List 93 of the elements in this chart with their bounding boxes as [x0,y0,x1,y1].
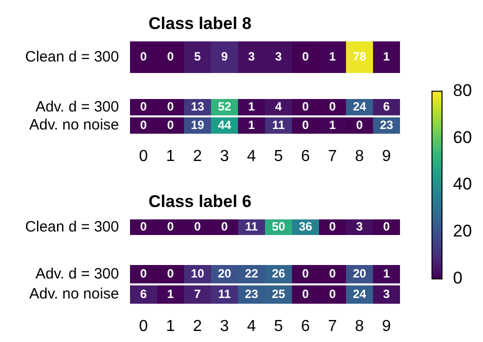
data-label: 0 [167,266,174,281]
x-tick-label: 5 [274,148,284,165]
data-label: 0 [302,266,310,281]
data-label: 0 [140,220,148,234]
data-label: 0 [329,286,336,301]
data-label: 0 [221,220,228,234]
color-bar-label: 40 [453,174,472,194]
x-tick-label: 3 [220,148,230,165]
data-label: 23 [244,286,258,301]
y-tick-label: Adv. no noise [29,286,119,303]
data-label: 1 [383,266,390,281]
data-label: 0 [167,118,174,132]
data-label: 3 [356,220,364,234]
x-tick-label: 8 [355,148,364,165]
data-label: 1 [383,50,390,64]
data-label: 0 [194,220,202,234]
x-tick-label: 3 [220,318,230,335]
x-tick-label: 1 [166,148,176,165]
x-tick-label: 9 [382,148,392,165]
data-label: 3 [248,50,256,64]
data-label: 0 [356,118,364,132]
x-tick-label: 8 [355,318,364,335]
data-label: 7 [194,286,202,301]
x-tick-label: 6 [301,148,310,165]
data-label: 24 [352,100,366,114]
data-label: 50 [272,220,286,234]
data-label: 0 [167,220,174,234]
data-label: 0 [140,118,148,132]
data-label: 1 [329,118,336,132]
data-label: 13 [190,100,204,114]
data-label: 0 [383,220,390,234]
x-tick-label: 4 [247,318,256,335]
data-label: 0 [329,220,336,234]
data-label: 19 [190,118,204,132]
data-label: 0 [329,100,336,114]
data-label: 0 [302,100,310,114]
data-label: 11 [218,286,232,301]
y-tick-label: Adv. d = 300 [35,98,119,116]
data-label: 0 [140,266,148,281]
data-label: 0 [167,100,174,114]
data-label: 0 [329,266,336,281]
x-tick-label: 0 [139,148,148,165]
x-tick-label: 0 [139,318,148,335]
data-label: 0 [140,50,148,64]
data-label: 0 [302,50,310,64]
data-label: 3 [275,50,282,64]
x-tick-label: 2 [193,318,202,335]
data-label: 0 [167,50,174,64]
data-label: 5 [194,50,202,64]
x-tick-label: 6 [301,318,310,335]
data-label: 0 [302,286,310,301]
color-bar-label: 80 [453,80,472,100]
data-label: 6 [383,100,390,114]
data-label: 11 [272,118,286,132]
data-label: 0 [302,118,310,132]
data-label: 52 [218,100,232,114]
data-label: 1 [329,50,336,64]
y-tick-label: Clean d = 300 [25,48,119,66]
data-label: 36 [298,220,312,234]
x-tick-label: 1 [166,318,176,335]
data-label: 20 [352,266,366,281]
data-label: 25 [272,286,286,301]
y-tick-label: Clean d = 300 [25,218,119,236]
y-tick-label: Adv. d = 300 [35,265,119,282]
data-label: 1 [248,100,256,114]
data-label: 4 [275,100,282,114]
data-label: 26 [272,266,286,281]
x-tick-label: 7 [328,148,338,165]
data-label: 9 [221,50,228,64]
x-tick-label: 7 [328,318,338,335]
color-bar-label: 20 [453,222,472,241]
data-label: 10 [190,266,204,281]
data-label: 0 [140,100,148,114]
x-tick-label: 5 [274,318,284,335]
data-label: 20 [218,266,232,281]
color-bar-label: 0 [453,268,462,288]
data-label: 11 [245,220,258,234]
data-label: 24 [352,286,366,301]
data-label: 1 [167,286,174,301]
text: Class label 6 [148,192,252,211]
chart-title: Class label 8 [148,14,252,33]
data-label: 78 [352,50,366,64]
x-tick-label: 9 [382,318,392,335]
color-bar-label: 60 [453,128,472,147]
data-label: 23 [380,118,394,132]
y-tick-label: Adv. no noise [29,116,119,134]
data-label: 6 [140,286,148,301]
x-tick-label: 2 [193,148,202,165]
x-tick-label: 4 [247,148,256,165]
data-label: 1 [248,118,256,132]
data-label: 22 [244,266,258,281]
data-label: 3 [383,286,390,301]
data-label: 44 [218,118,232,132]
